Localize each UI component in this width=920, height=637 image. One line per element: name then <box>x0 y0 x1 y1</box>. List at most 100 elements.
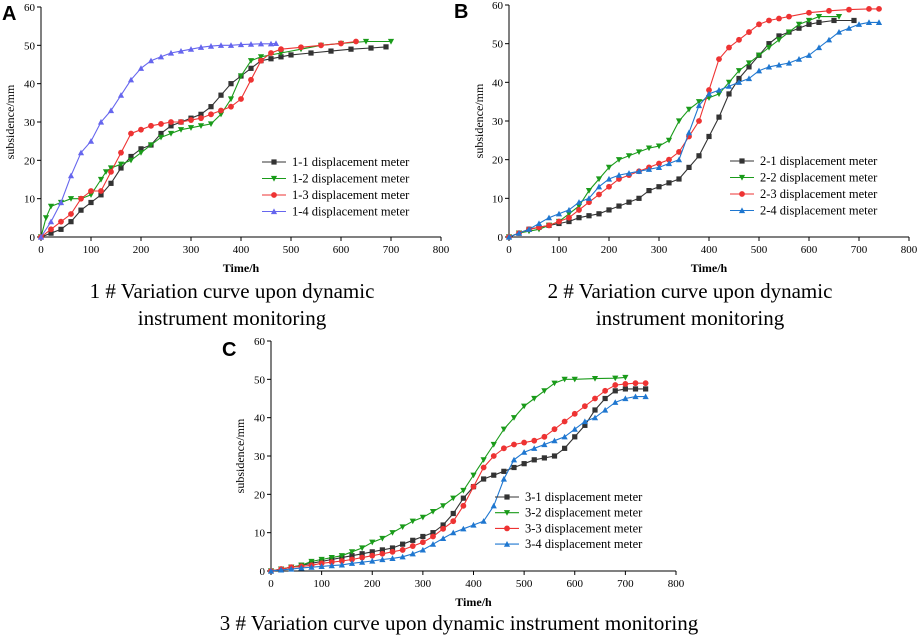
data-point <box>655 164 663 170</box>
data-point <box>198 111 204 117</box>
data-point <box>766 17 772 24</box>
data-point <box>167 130 175 137</box>
data-point <box>399 524 406 531</box>
data-point <box>117 92 125 98</box>
data-point <box>207 121 215 128</box>
data-point <box>566 214 572 221</box>
data-point <box>725 79 733 86</box>
legend-entry: 2-3 displacement meter <box>730 187 878 201</box>
data-point <box>387 38 395 45</box>
legend-swatch-marker <box>738 174 746 181</box>
y-tick-label: 10 <box>492 193 504 205</box>
data-point <box>177 127 185 133</box>
data-point <box>875 19 883 25</box>
panel-letter-b: B <box>454 1 468 23</box>
data-point <box>338 553 345 559</box>
data-point <box>389 548 396 555</box>
legend-label: 3-1 displacement meter <box>525 490 643 504</box>
data-point <box>369 539 376 546</box>
data-point <box>267 567 275 574</box>
legend-label: 3-4 displacement meter <box>525 537 643 551</box>
data-point <box>592 407 598 413</box>
data-point <box>237 41 245 48</box>
data-point <box>278 46 284 53</box>
data-point <box>612 388 618 394</box>
data-point <box>379 556 386 563</box>
data-point <box>147 142 155 149</box>
data-point <box>735 68 743 74</box>
data-point <box>531 395 538 402</box>
legend-label: 2-1 displacement meter <box>760 154 878 168</box>
data-point <box>765 63 773 70</box>
x-tick-label: 600 <box>333 244 350 256</box>
data-point <box>138 126 144 133</box>
data-point <box>47 218 55 225</box>
data-point <box>576 207 582 213</box>
data-point <box>595 176 603 183</box>
data-point <box>490 441 497 448</box>
data-point <box>716 114 722 120</box>
y-tick-label: 20 <box>24 155 36 167</box>
legend-label: 3-3 displacement meter <box>525 521 643 535</box>
data-point <box>561 433 568 440</box>
data-point <box>450 510 456 517</box>
data-point <box>805 52 813 58</box>
data-point <box>795 56 803 62</box>
x-tick-label: 100 <box>313 578 330 590</box>
data-point <box>655 143 663 150</box>
data-point <box>726 91 732 97</box>
data-point <box>735 79 743 85</box>
data-point <box>208 111 214 118</box>
chart-panel-c: 0 100 200 300 400 500 600 700 800 0 10 20 30 40 50 60 Ti… <box>220 336 699 635</box>
data-point <box>480 518 487 524</box>
data-point <box>541 455 547 461</box>
legend-entry: 1-2 displacement meter <box>262 172 410 186</box>
data-point <box>208 104 214 110</box>
data-point <box>98 188 104 194</box>
x-tick-label: 500 <box>516 578 533 590</box>
data-point <box>806 9 812 16</box>
series-4 <box>267 393 649 574</box>
data-point <box>460 502 467 509</box>
data-point <box>612 399 619 405</box>
data-point <box>642 393 649 400</box>
x-tick-label: 200 <box>133 244 150 256</box>
data-point <box>178 119 184 125</box>
data-point <box>188 117 194 123</box>
x-tick-label: 200 <box>364 578 381 590</box>
data-point <box>591 414 599 421</box>
data-point <box>298 564 305 571</box>
data-point <box>168 123 174 129</box>
legend-entry: 1-1 displacement meter <box>262 155 410 169</box>
data-point <box>187 46 195 52</box>
data-point <box>481 476 487 482</box>
data-point <box>571 410 578 417</box>
data-point <box>556 218 562 225</box>
chart-panel-b: 0 100 200 300 400 500 600 700 800 0 10 20 30 40 50 60 Ti… <box>454 0 918 330</box>
x-tick-label: 300 <box>415 578 432 590</box>
data-point <box>147 57 155 64</box>
data-point <box>217 111 225 118</box>
data-point <box>118 149 124 156</box>
data-point <box>67 196 75 202</box>
data-point <box>602 387 609 394</box>
x-tick-label: 700 <box>617 578 634 590</box>
data-point <box>625 153 633 159</box>
data-point <box>816 19 822 25</box>
y-tick-label: 40 <box>492 77 504 89</box>
data-point <box>148 122 154 129</box>
data-point <box>78 195 84 202</box>
data-point <box>745 60 753 67</box>
data-point <box>318 42 324 49</box>
data-point <box>338 558 345 564</box>
data-point <box>500 475 507 482</box>
legend-swatch-marker <box>503 541 511 547</box>
data-point <box>460 487 467 494</box>
data-point <box>622 395 629 402</box>
data-point <box>632 380 639 387</box>
data-point <box>643 386 649 392</box>
data-point <box>685 106 693 113</box>
data-point <box>766 41 772 47</box>
legend-entry: 3-1 displacement meter <box>495 490 643 504</box>
data-point <box>127 157 135 164</box>
